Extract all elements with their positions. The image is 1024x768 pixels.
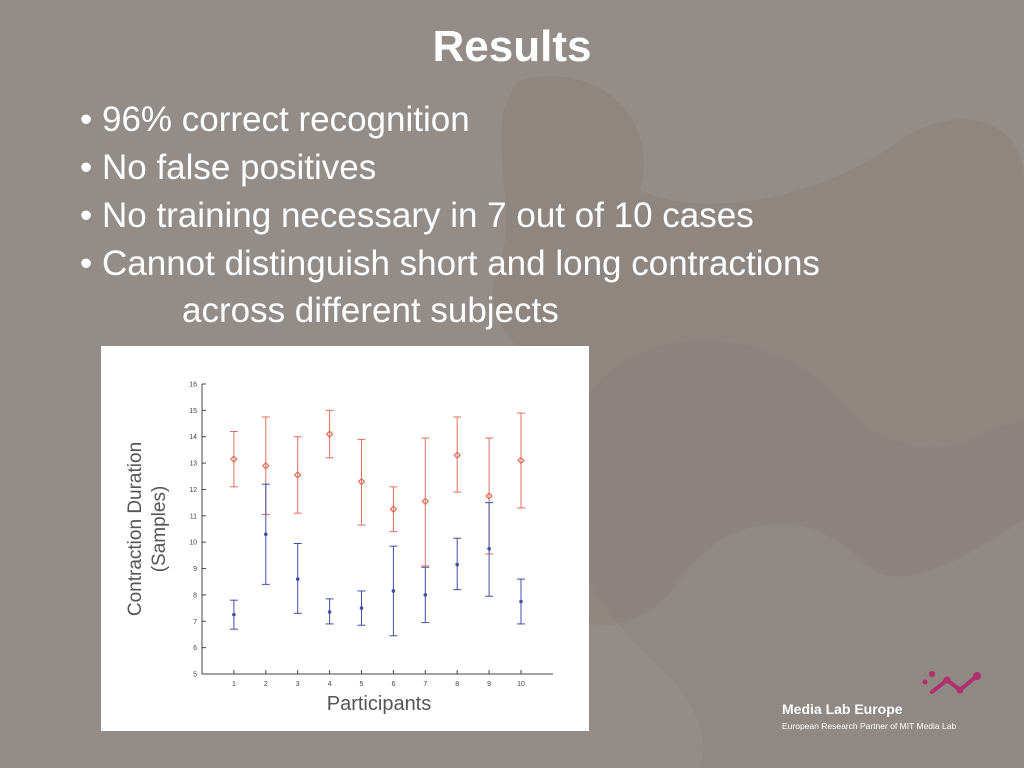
chart-marks: [229, 409, 525, 637]
data-point: [359, 606, 364, 610]
data-point: [232, 612, 236, 617]
bullet-item: 96% correct recognition: [80, 96, 820, 144]
y-tick-label: 11: [190, 513, 197, 520]
x-tick-label: 4: [328, 681, 332, 688]
y-axis-label-line: Contraction Duration: [125, 442, 146, 616]
logo-dot: [973, 672, 981, 680]
logo-dot: [922, 679, 928, 685]
logo-dot: [943, 676, 951, 684]
data-point: [325, 430, 334, 438]
data-point: [230, 455, 238, 463]
bullet-item: No training necessary in 7 out of 10 cas…: [80, 192, 820, 240]
y-tick-label: 6: [193, 645, 197, 652]
brand-tagline: European Research Partner of MIT Media L…: [782, 721, 957, 731]
y-tick-label: 16: [189, 382, 197, 389]
x-tick-label: 10: [517, 681, 525, 688]
y-tick-label: 7: [193, 619, 197, 626]
x-tick-label: 2: [264, 681, 268, 688]
logo-dot: [956, 686, 964, 694]
y-axis-label: Contraction Duration (Samples): [125, 442, 170, 616]
logo-stroke: [930, 674, 979, 694]
bullet-item: Cannot distinguish short and long contra…: [80, 240, 820, 288]
data-point: [295, 577, 300, 581]
data-point: [357, 477, 366, 486]
bullet-list: 96% correct recognition No false positiv…: [80, 96, 820, 288]
data-point: [293, 471, 302, 479]
y-tick-label: 10: [189, 540, 197, 547]
x-tick-label: 1: [232, 681, 236, 688]
data-point: [453, 451, 462, 460]
x-tick-label: 5: [360, 681, 364, 688]
bullet-continuation: across different subjects: [182, 291, 559, 330]
data-point: [485, 492, 493, 500]
data-point: [517, 456, 525, 465]
y-tick-label: 5: [193, 672, 197, 679]
y-tick-label: 13: [189, 461, 197, 468]
x-tick-label: 3: [296, 681, 300, 688]
data-point: [423, 593, 428, 597]
brand-name: Media Lab Europe: [782, 701, 903, 717]
data-point: [421, 497, 430, 506]
x-tick-label: 9: [487, 681, 491, 688]
series-2: [229, 483, 525, 637]
y-tick-label: 12: [189, 487, 197, 494]
y-tick-label: 14: [189, 434, 197, 441]
bullet-item: No false positives: [80, 144, 820, 192]
slide-title: Results: [432, 22, 592, 71]
logo-dot: [929, 671, 935, 677]
x-axis-label: Participants: [327, 693, 432, 715]
media-lab-logo-icon: [922, 671, 981, 694]
y-tick-label: 8: [193, 592, 197, 599]
data-point: [391, 589, 396, 593]
y-axis-label-line: (Samples): [149, 486, 170, 573]
data-point: [519, 599, 523, 604]
data-point: [327, 610, 332, 614]
x-tick-label: 8: [455, 681, 459, 688]
data-point: [389, 505, 398, 514]
series-1: [229, 409, 525, 567]
data-point: [455, 562, 460, 567]
x-tick-label: 7: [423, 681, 427, 688]
chart-panel: 5 6 7 8 9 10 11 12 13 14 15 16 1 2 3 4 5 6 7 8 9 10 Contracti…: [101, 346, 589, 731]
data-point: [261, 461, 270, 470]
y-tick-label: 9: [193, 566, 197, 573]
x-tick-label: 6: [391, 681, 395, 688]
data-point: [264, 532, 268, 537]
y-tick-label: 15: [189, 408, 197, 415]
data-point: [487, 546, 491, 551]
